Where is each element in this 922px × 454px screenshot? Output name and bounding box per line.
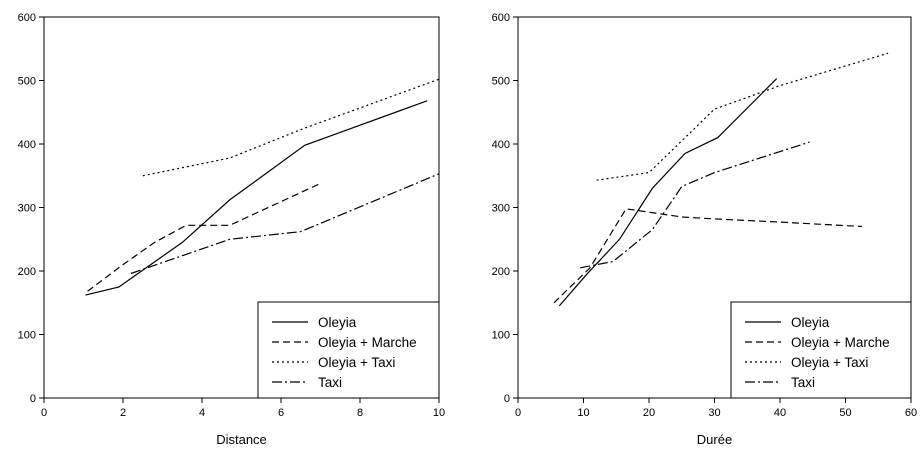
legend-label: Oleyia + Marche xyxy=(791,335,890,350)
series-line-taxi xyxy=(130,173,440,275)
series-line-oleyia xyxy=(85,100,428,296)
y-tick-label: 100 xyxy=(492,330,510,342)
chart-1: 0 100 200 300 400 500 600 0 2 4 6 8 10 Distance Oleyia… xyxy=(18,12,445,447)
series-line-oleyia-marche xyxy=(553,208,862,304)
y-tick-label: 100 xyxy=(18,330,36,342)
y-tick-label: 0 xyxy=(30,393,36,405)
x-tick-label: 30 xyxy=(708,407,720,419)
series-line-oleyia-taxi xyxy=(142,78,440,177)
legend-label: Oleyia xyxy=(318,315,357,330)
x-tick-label: 2 xyxy=(120,407,126,419)
legend-label: Taxi xyxy=(318,375,342,390)
x-tick-label: 4 xyxy=(199,407,205,419)
legend: Oleyia Oleyia + Marche Oleyia + Taxi Taxi xyxy=(730,301,912,399)
legend-label: Oleyia + Taxi xyxy=(318,355,395,370)
legend-label: Oleyia xyxy=(791,315,830,330)
legend-box xyxy=(257,301,440,399)
x-tick-label: 50 xyxy=(839,407,851,419)
y-tick-label: 400 xyxy=(492,139,510,151)
x-tick-label: 10 xyxy=(433,407,445,419)
x-axis-title: Durée xyxy=(697,432,732,447)
x-tick-label: 0 xyxy=(515,407,521,419)
legend-label: Oleyia + Marche xyxy=(318,335,417,350)
y-tick-label: 0 xyxy=(504,393,510,405)
y-tick-label: 600 xyxy=(18,12,36,24)
y-tick-label: 300 xyxy=(18,203,36,215)
x-axis-title: Distance xyxy=(216,432,267,447)
x-tick-label: 60 xyxy=(905,407,917,419)
y-tick-label: 200 xyxy=(18,266,36,278)
y-tick-label: 500 xyxy=(18,76,36,88)
legend: Oleyia Oleyia + Marche Oleyia + Taxi Taxi xyxy=(257,301,440,399)
x-tick-label: 6 xyxy=(278,407,284,419)
legend-box xyxy=(730,301,912,399)
series-line-oleyia-marche xyxy=(87,182,321,292)
series-line-taxi xyxy=(580,141,810,269)
y-tick-label: 600 xyxy=(492,12,510,24)
chart-2: 0 100 200 300 400 500 600 0 10 20 30 40 50 60 Durée Ole… xyxy=(492,12,917,447)
series-line-oleyia-taxi xyxy=(596,52,889,181)
x-tick-label: 20 xyxy=(643,407,655,419)
x-tick-label: 40 xyxy=(774,407,786,419)
x-tick-label: 10 xyxy=(577,407,589,419)
x-tick-label: 8 xyxy=(357,407,363,419)
y-tick-label: 300 xyxy=(492,203,510,215)
y-tick-label: 500 xyxy=(492,76,510,88)
x-tick-label: 0 xyxy=(41,407,47,419)
legend-label: Taxi xyxy=(791,375,815,390)
y-tick-label: 400 xyxy=(18,139,36,151)
y-tick-label: 200 xyxy=(492,266,510,278)
legend-label: Oleyia + Taxi xyxy=(791,355,868,370)
series-line-oleyia xyxy=(558,78,778,307)
